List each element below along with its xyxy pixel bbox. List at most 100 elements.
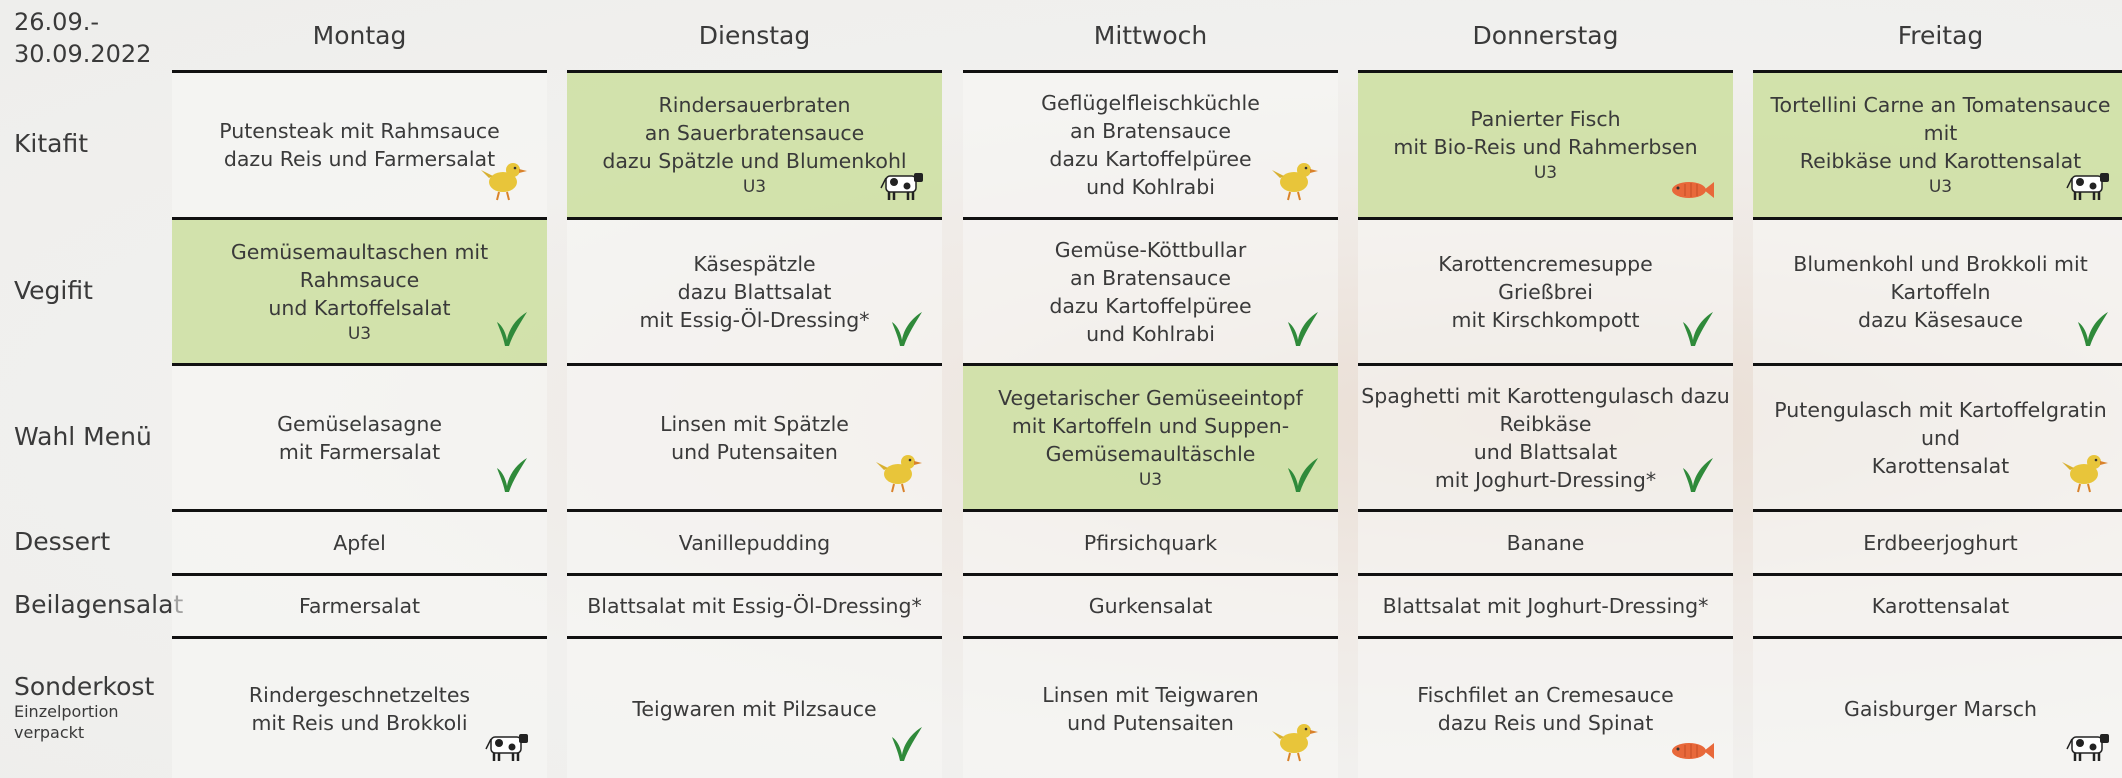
dish-line: Gemüsemaultaschen mit Rahmsauce bbox=[230, 239, 489, 292]
row-label-text: Kitafit bbox=[14, 129, 89, 158]
leaf-icon bbox=[890, 725, 924, 770]
leaf-graphic bbox=[497, 312, 527, 346]
fish-graphic bbox=[1672, 182, 1714, 198]
menu-cell: Teigwaren mit Pilzsauce bbox=[567, 636, 942, 778]
menu-cell: Blattsalat mit Joghurt-Dressing* bbox=[1358, 573, 1733, 636]
dish-line: Pfirsichquark bbox=[1083, 530, 1218, 555]
cow-graphic bbox=[880, 173, 923, 200]
dish-line: mit Bio-Reis und Rahmerbsen bbox=[1393, 135, 1698, 159]
dish-line: dazu Spätzle und Blumenkohl bbox=[602, 149, 907, 173]
menu-cell: Panierter Fisch mit Bio-Reis und Rahmerbs… bbox=[1358, 70, 1733, 217]
leaf-graphic bbox=[1288, 458, 1318, 492]
day-header: Freitag bbox=[1897, 20, 1984, 50]
dish-line: Apfel bbox=[333, 530, 386, 555]
cow-graphic bbox=[2066, 173, 2109, 200]
date-line: 30.09.2022 bbox=[14, 40, 152, 68]
dish-line: Fischfilet an Cremesauce bbox=[1417, 682, 1674, 707]
dish-line: Putensteak mit Rahmsauce bbox=[219, 119, 500, 143]
dish-line: Vegetarischer Gemüseeintopf bbox=[998, 385, 1303, 410]
dish-line: Putengulasch mit Kartoffelgratin und bbox=[1774, 397, 2107, 450]
fish-icon bbox=[1669, 739, 1715, 770]
dish-line: mit Kartoffeln und Suppen- bbox=[1011, 413, 1290, 438]
dish-line: dazu Käsesauce bbox=[1858, 307, 2023, 332]
date-line: 26.09.- bbox=[14, 8, 99, 36]
dish-note: U3 bbox=[347, 323, 372, 344]
row-label-text: Beilagensalat bbox=[14, 590, 184, 619]
menu-cell: Tortellini Carne an Tomatensauce mit Reib… bbox=[1753, 70, 2122, 217]
dish-line: Blattsalat mit Essig-Öl-Dressing* bbox=[587, 594, 922, 618]
menu-cell: Putensteak mit Rahmsauce dazu Reis und Fa… bbox=[172, 70, 547, 217]
dish-note: U3 bbox=[1928, 177, 1953, 197]
day-header: Donnerstag bbox=[1472, 20, 1619, 50]
menu-cell: Gemüselasagne mit Farmersalat bbox=[172, 363, 547, 509]
dish-line: und Blattsalat bbox=[1473, 439, 1618, 464]
day-header: Mittwoch bbox=[1093, 20, 1208, 50]
menu-cell: Blattsalat mit Essig-Öl-Dressing* bbox=[567, 573, 942, 636]
dish-note: U3 bbox=[1138, 469, 1163, 490]
leaf-icon bbox=[1681, 310, 1715, 355]
leaf-icon bbox=[2076, 310, 2110, 355]
dish-note: U3 bbox=[1533, 163, 1558, 183]
leaf-icon bbox=[890, 310, 924, 355]
leaf-graphic bbox=[1683, 458, 1713, 492]
leaf-graphic bbox=[497, 458, 527, 492]
menu-cell: Pfirsichquark bbox=[963, 509, 1338, 573]
dish-line: Reibkäse und Karottensalat bbox=[1799, 149, 2082, 173]
menu-cell: Linsen mit Teigwaren und Putensaiten bbox=[963, 636, 1338, 778]
dish-line: Gemüsemaultäschle bbox=[1045, 441, 1256, 466]
menu-cell: Karottencremesuppe Grießbrei mit Kirschkom… bbox=[1358, 217, 1733, 363]
chicken-icon bbox=[874, 448, 924, 501]
leaf-graphic bbox=[892, 312, 922, 346]
dish-line: mit Farmersalat bbox=[278, 439, 441, 464]
day-header: Dienstag bbox=[698, 20, 811, 50]
dish-line: dazu Blattsalat bbox=[677, 279, 832, 304]
dish-line: und Kohlrabi bbox=[1086, 321, 1215, 346]
dish-line: Kartoffeln bbox=[1890, 279, 1991, 304]
dish-line: Karottensalat bbox=[1871, 453, 2010, 478]
row-label-text: Dessert bbox=[14, 526, 111, 556]
dish-line: dazu Kartoffelpüree bbox=[1049, 147, 1252, 171]
menu-cell: Blumenkohl und Brokkoli mit Kartoffeln daz… bbox=[1753, 217, 2122, 363]
dish-line: und Kohlrabi bbox=[1086, 175, 1215, 199]
menu-cell: Gurkensalat bbox=[963, 573, 1338, 636]
dish-line: mit Reis und Brokkoli bbox=[251, 710, 468, 735]
dish-line: Geflügelfleischküchle bbox=[1041, 91, 1260, 115]
dish-line: und Kartoffelsalat bbox=[268, 295, 451, 320]
dish-line: Erdbeerjoghurt bbox=[1863, 530, 2018, 555]
dish-line: an Bratensauce bbox=[1070, 265, 1231, 290]
dish-line: Karottencremesuppe bbox=[1438, 251, 1653, 276]
row-label: Wahl Menü bbox=[14, 363, 152, 509]
dish-line: Teigwaren mit Pilzsauce bbox=[632, 696, 877, 721]
chicken-icon bbox=[2060, 448, 2110, 501]
dish-line: dazu Reis und Spinat bbox=[1437, 710, 1654, 735]
leaf-icon bbox=[1681, 456, 1715, 501]
chicken-graphic bbox=[481, 163, 527, 201]
menu-cell: Vegetarischer Gemüseeintopf mit Kartoffel… bbox=[963, 363, 1338, 509]
dish-line: Panierter Fisch bbox=[1470, 107, 1621, 131]
menu-cell: Banane bbox=[1358, 509, 1733, 573]
menu-cell: Fischfilet an Cremesauce dazu Reis und Sp… bbox=[1358, 636, 1733, 778]
menu-cell: Erdbeerjoghurt bbox=[1753, 509, 2122, 573]
row-label-text: Sonderkost bbox=[14, 671, 155, 701]
cow-graphic bbox=[2066, 734, 2109, 761]
leaf-graphic bbox=[1288, 312, 1318, 346]
chicken-graphic bbox=[2062, 455, 2108, 493]
dish-line: Tortellini Carne an Tomatensauce mit bbox=[1770, 93, 2111, 145]
dish-line: dazu Reis und Farmersalat bbox=[223, 147, 496, 171]
menu-cell: Gaisburger Marsch bbox=[1753, 636, 2122, 778]
row-sublabel: verpackt bbox=[14, 722, 85, 742]
leaf-icon bbox=[1286, 310, 1320, 355]
dish-line: dazu Kartoffelpüree bbox=[1049, 293, 1252, 318]
dish-line: an Sauerbratensauce bbox=[644, 121, 865, 145]
dish-line: Gurkensalat bbox=[1088, 594, 1213, 618]
fish-icon bbox=[1669, 178, 1715, 209]
menu-cell: Geflügelfleischküchle an Bratensauce dazu … bbox=[963, 70, 1338, 217]
cow-icon bbox=[483, 729, 529, 770]
day-header: Montag bbox=[312, 20, 407, 50]
dish-line: Gemüse-Köttbullar bbox=[1054, 237, 1247, 262]
dish-line: Banane bbox=[1506, 530, 1585, 555]
dish-line: an Bratensauce bbox=[1070, 119, 1231, 143]
dish-line: Blattsalat mit Joghurt-Dressing* bbox=[1382, 594, 1709, 618]
dish-line: Linsen mit Spätzle bbox=[660, 411, 849, 436]
